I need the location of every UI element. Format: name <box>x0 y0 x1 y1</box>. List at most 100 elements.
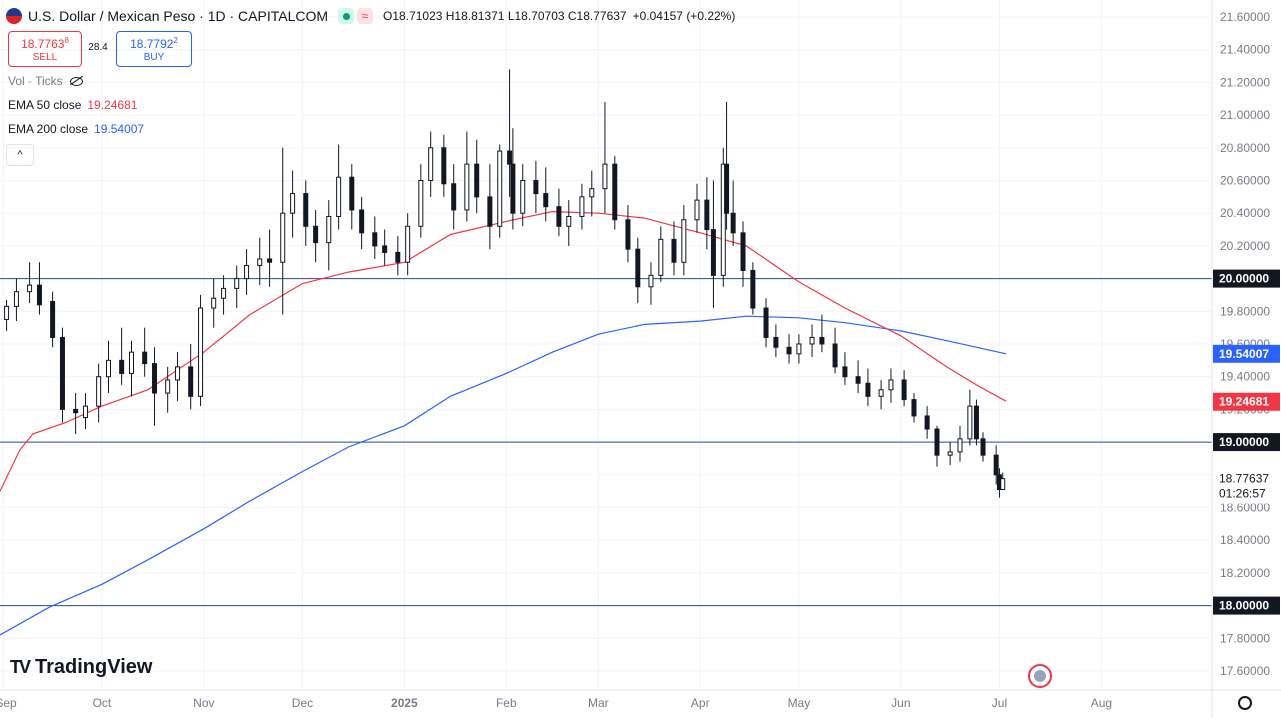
ema50-value: 19.24681 <box>87 98 138 112</box>
price-tick-label: 21.60000 <box>1220 10 1270 24</box>
candle-body <box>418 180 424 227</box>
candle-body <box>395 251 401 263</box>
time-tick-label: Feb <box>496 696 517 710</box>
candle-body <box>244 265 250 280</box>
candle-body <box>303 193 309 227</box>
buy-label: BUY <box>143 51 165 63</box>
price-label-bg <box>1213 269 1280 288</box>
sell-price-sup: 8 <box>64 35 69 45</box>
price-label-bg <box>1213 344 1280 363</box>
candle-body <box>474 163 480 198</box>
eye-crossed-icon[interactable] <box>69 76 83 86</box>
candle-body <box>589 188 595 198</box>
candle-body <box>234 278 240 289</box>
candle-body <box>27 284 33 293</box>
candle-body <box>520 180 526 214</box>
candle-body <box>142 351 148 365</box>
buy-price-main: 18.7792 <box>130 36 174 51</box>
volume-legend[interactable]: Vol · Ticks <box>8 74 83 88</box>
candle-body <box>349 176 355 211</box>
candle-body <box>602 163 608 190</box>
ema50-legend[interactable]: EMA 50 close 19.24681 <box>8 98 137 112</box>
candle-body <box>165 379 171 394</box>
sell-button[interactable]: 18.77638 SELL <box>8 31 82 67</box>
candle-body <box>911 399 917 417</box>
time-tick-label: Jul <box>992 696 1007 710</box>
candle-body <box>188 366 194 397</box>
candle-body <box>924 415 930 430</box>
candle-body <box>257 258 263 267</box>
collapse-legend-button[interactable]: ^ <box>6 144 34 166</box>
candle-body <box>50 300 56 338</box>
ema200-legend[interactable]: EMA 200 close 19.54007 <box>8 122 144 136</box>
candle-body <box>957 438 963 453</box>
candle-body <box>980 438 986 456</box>
countdown-label: 01:26:57 <box>1219 487 1266 501</box>
candle-body <box>487 196 493 227</box>
candle-body <box>428 147 434 182</box>
ema200-label: EMA 200 close <box>8 122 89 136</box>
candle-body <box>382 245 388 253</box>
market-open-icon[interactable] <box>338 8 355 24</box>
time-tick-label: Aug <box>1091 696 1112 710</box>
candle-body <box>648 274 654 288</box>
time-tick-label: Jun <box>891 696 910 710</box>
price-change: +0.04157 (+0.22%) <box>632 9 736 23</box>
ohlc-values: O18.71023 H18.81371 L18.70703 C18.77637 <box>383 9 627 23</box>
candle-body <box>336 176 342 217</box>
tradingview-logo-icon: TV <box>10 657 31 677</box>
candle-body <box>832 343 838 368</box>
candle-body <box>625 219 631 250</box>
candle-body <box>441 147 447 185</box>
time-tick-label: Oct <box>93 696 112 710</box>
candle-body <box>198 307 204 397</box>
economic-event-icon[interactable] <box>1028 664 1052 688</box>
buy-price-sup: 2 <box>173 35 178 45</box>
candle-body <box>507 150 513 165</box>
price-tick-label: 18.20000 <box>1220 566 1270 580</box>
time-tick-label: Mar <box>588 696 609 710</box>
price-tick-label: 17.60000 <box>1220 664 1270 678</box>
price-tick-label: 21.40000 <box>1220 43 1270 57</box>
settings-icon[interactable] <box>1238 696 1252 710</box>
candle-body <box>290 193 296 214</box>
candle-body <box>878 389 884 397</box>
candle-body <box>635 248 641 288</box>
candle-body <box>720 163 726 276</box>
price-tick-label: 19.80000 <box>1220 304 1270 318</box>
candle-body <box>267 258 273 263</box>
candles <box>4 69 1006 498</box>
candle-body <box>786 346 792 355</box>
time-tick-label: May <box>788 696 811 710</box>
symbol-title[interactable]: U.S. Dollar / Mexican Peso · 1D · CAPITA… <box>28 8 329 24</box>
candle-body <box>105 359 111 378</box>
price-tick-label: 21.20000 <box>1220 75 1270 89</box>
candle-body <box>671 238 677 263</box>
price-tick-label: 19.40000 <box>1220 370 1270 384</box>
price-label-text: 18.00000 <box>1219 599 1269 613</box>
candle-body <box>326 215 332 244</box>
candle-body <box>773 336 779 348</box>
candle-body <box>993 454 999 476</box>
logo-text: TradingView <box>35 656 153 678</box>
tradingview-logo[interactable]: TV TradingView <box>10 656 152 679</box>
candle-body <box>855 376 861 384</box>
candle-body <box>359 209 365 234</box>
sell-label: SELL <box>32 51 58 63</box>
price-labels: 20.00000 19.54007 19.24681 19.00000 18.00000… <box>1213 269 1280 615</box>
candle-body <box>973 405 979 440</box>
candle-body <box>152 363 158 394</box>
chart-header: U.S. Dollar / Mexican Peso · 1D · CAPITA… <box>6 6 735 26</box>
buy-button[interactable]: 18.77922 BUY <box>116 31 192 67</box>
ema50-label: EMA 50 close <box>8 98 82 112</box>
spread-value: 28.4 <box>88 42 108 53</box>
data-delay-icon[interactable]: ≈ <box>357 8 374 24</box>
candle-body <box>96 376 102 407</box>
time-axis: Sep Oct Nov Dec 2025 Feb Mar Apr May Jun Jul Aug <box>0 689 1281 710</box>
candle-body <box>221 287 227 299</box>
candle-body <box>809 336 815 345</box>
price-tick-label: 17.80000 <box>1220 631 1270 645</box>
candle-body <box>4 305 10 320</box>
